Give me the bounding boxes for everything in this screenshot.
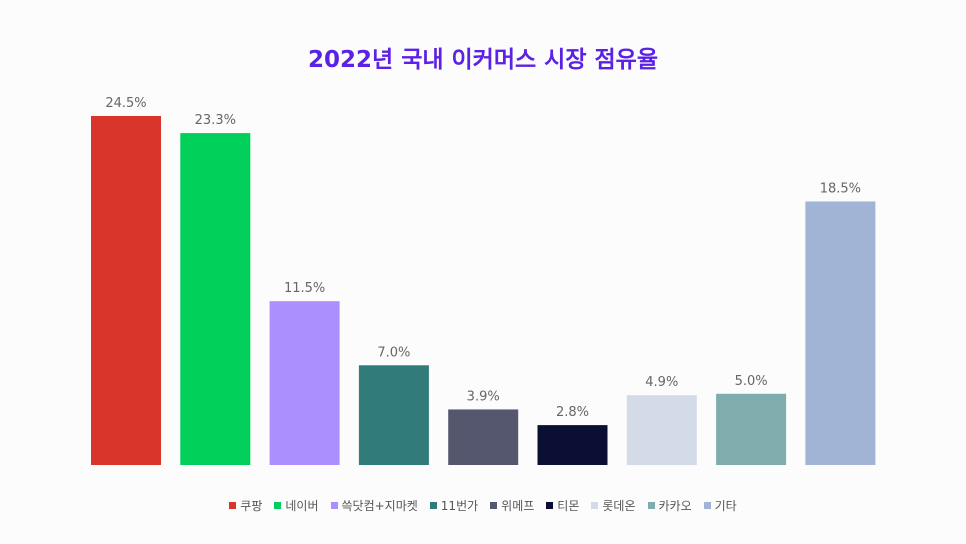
legend-label: 기타 (714, 499, 737, 513)
data-label: 11.5% (284, 281, 325, 296)
data-label: 2.8% (556, 405, 589, 420)
legend-swatch (429, 502, 437, 509)
bar-7 (716, 393, 787, 465)
legend-swatch (703, 502, 711, 509)
legend-label: 위메프 (501, 499, 535, 513)
legend-label: 티몬 (557, 499, 580, 513)
legend-label: 카카오 (658, 499, 692, 513)
legend-label: 롯데온 (602, 499, 636, 513)
bar-4 (448, 409, 519, 465)
legend-swatch (546, 502, 554, 509)
data-label: 18.5% (820, 181, 861, 196)
legend-swatch (330, 502, 338, 509)
legend-item[interactable]: 쓱닷컴+지마켓 (330, 497, 418, 514)
legend: 쿠팡 네이버 쓱닷컴+지마켓 11번가 위메프 티몬 롯데온 카카오 기타 (0, 497, 966, 514)
legend-item[interactable]: 롯데온 (591, 497, 636, 514)
legend-label: 쿠팡 (240, 499, 263, 513)
legend-label: 네이버 (285, 499, 319, 513)
legend-label: 쓱닷컴+지마켓 (341, 499, 418, 513)
legend-item[interactable]: 기타 (703, 497, 737, 514)
legend-item[interactable]: 네이버 (274, 497, 319, 514)
legend-item[interactable]: 위메프 (490, 497, 534, 514)
legend-swatch (229, 502, 237, 509)
legend-swatch (647, 502, 655, 509)
legend-item[interactable]: 티몬 (546, 497, 579, 514)
bar-3 (358, 365, 429, 465)
chart-title: 2022년 국내 이커머스 시장 점유율 (308, 47, 658, 73)
data-label: 5.0% (735, 374, 768, 389)
legend-swatch (490, 502, 498, 509)
legend-item[interactable]: 카카오 (647, 497, 692, 514)
data-label: 4.9% (645, 375, 678, 390)
bar-6 (626, 395, 697, 465)
data-label: 3.9% (467, 389, 500, 404)
legend-label: 11번가 (440, 499, 479, 513)
bar-5 (537, 425, 608, 465)
bar-2 (269, 301, 340, 465)
data-label: 24.5% (105, 96, 146, 111)
bar-0 (91, 116, 161, 465)
bar-8 (805, 201, 876, 465)
data-label: 7.0% (377, 345, 410, 360)
legend-item[interactable]: 쿠팡 (229, 497, 262, 514)
legend-swatch (591, 502, 599, 509)
data-label: 23.3% (195, 113, 236, 128)
legend-swatch (274, 502, 282, 509)
legend-item[interactable]: 11번가 (429, 497, 479, 514)
bar-1 (180, 133, 251, 465)
